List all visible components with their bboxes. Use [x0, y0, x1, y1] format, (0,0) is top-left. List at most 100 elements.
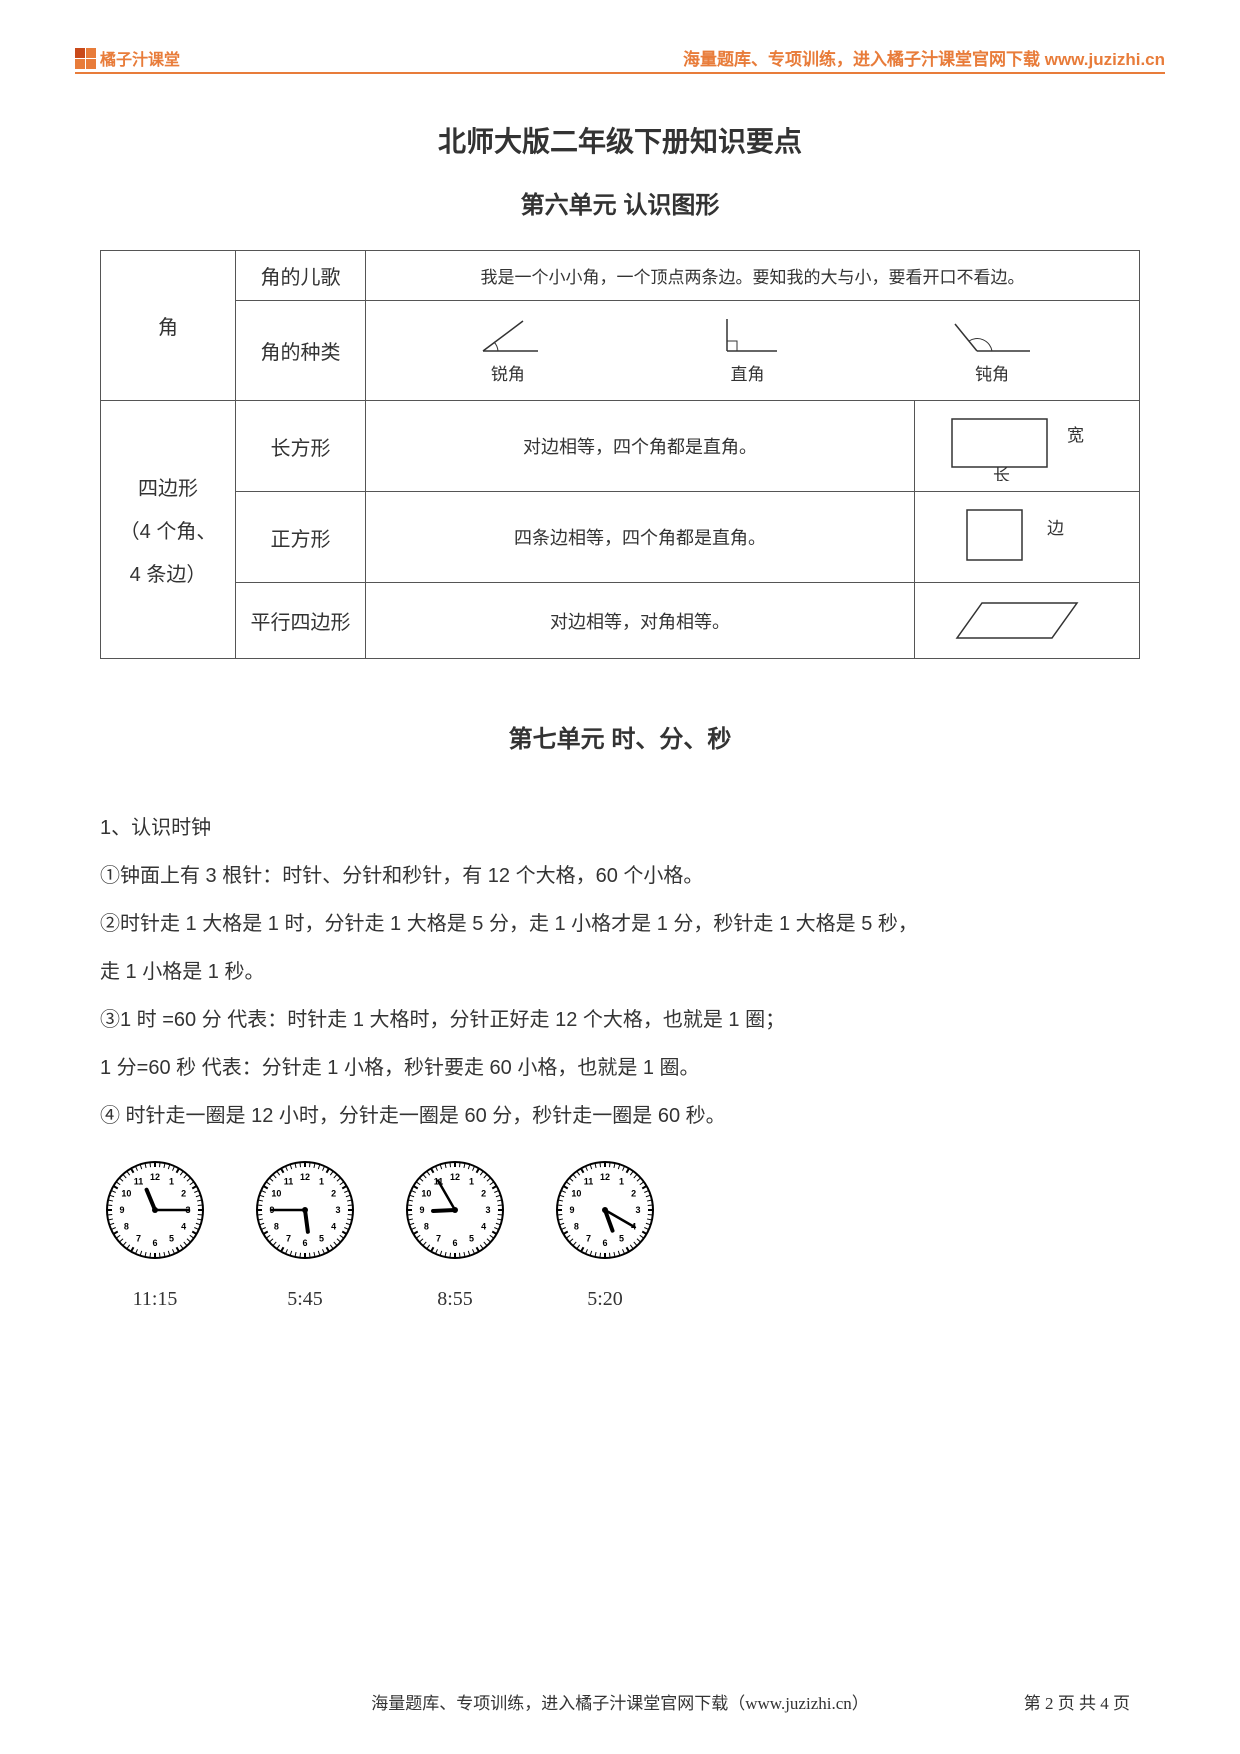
svg-text:11: 11 [584, 1176, 594, 1186]
svg-text:2: 2 [181, 1189, 186, 1199]
angle-song-text: 我是一个小小角，一个顶点两条边。要知我的大与小，要看开口不看边。 [366, 251, 1140, 301]
svg-text:8: 8 [124, 1222, 129, 1232]
logo-icon [75, 48, 96, 69]
svg-text:7: 7 [586, 1234, 591, 1244]
right-angle: 直角 [712, 316, 782, 385]
svg-text:9: 9 [119, 1205, 124, 1215]
svg-text:9: 9 [569, 1205, 574, 1215]
clocks-row: 123456789101112 11:15 123456789101112 5:… [105, 1160, 1140, 1311]
body-p4: 1 分=60 秒 代表：分针走 1 小格，秒针要走 60 小格，也就是 1 圈。 [100, 1044, 1140, 1092]
obtuse-label: 钝角 [975, 360, 1009, 385]
svg-text:6: 6 [302, 1238, 307, 1248]
clock-label-2: 8:55 [437, 1288, 473, 1311]
rect-label: 长方形 [236, 401, 366, 492]
square-icon: 边 [927, 502, 1097, 572]
clock-3: 123456789101112 5:20 [555, 1160, 655, 1311]
svg-text:6: 6 [152, 1238, 157, 1248]
footer-page: 第 2 页 共 4 页 [1024, 1689, 1130, 1714]
svg-text:2: 2 [331, 1189, 336, 1199]
square-desc: 四条边相等，四个角都是直角。 [366, 492, 915, 583]
footer-text: 海量题库、专项训练，进入橘子汁课堂官网下载（www.juzizhi.cn） [371, 1689, 869, 1714]
svg-text:8: 8 [424, 1222, 429, 1232]
svg-text:11: 11 [134, 1176, 144, 1186]
square-side-label: 边 [1047, 519, 1064, 538]
shapes-table: 角 角的儿歌 我是一个小小角，一个顶点两条边。要知我的大与小，要看开口不看边。 … [100, 250, 1140, 659]
rect-desc: 对边相等，四个角都是直角。 [366, 401, 915, 492]
right-label: 直角 [730, 360, 764, 385]
svg-text:3: 3 [335, 1205, 340, 1215]
svg-text:3: 3 [485, 1205, 490, 1215]
main-title: 北师大版二年级下册知识要点 [100, 120, 1140, 160]
clock-label-0: 11:15 [133, 1288, 178, 1311]
quad-h-l2: （4 个角、 [113, 515, 223, 544]
para-label: 平行四边形 [236, 583, 366, 659]
svg-text:8: 8 [274, 1222, 279, 1232]
clock-label-1: 5:45 [287, 1288, 323, 1311]
page-footer: 海量题库、专项训练，进入橘子汁课堂官网下载（www.juzizhi.cn） 第 … [100, 1689, 1140, 1714]
svg-text:4: 4 [481, 1222, 486, 1232]
acute-angle: 锐角 [473, 316, 543, 385]
rect-icon: 宽 长 [927, 411, 1097, 481]
para-desc: 对边相等，对角相等。 [366, 583, 915, 659]
body-p2b: 走 1 小格是 1 秒。 [100, 948, 1140, 996]
svg-text:12: 12 [600, 1172, 610, 1182]
svg-text:10: 10 [121, 1189, 131, 1199]
svg-text:4: 4 [331, 1222, 336, 1232]
angle-song-label: 角的儿歌 [236, 251, 366, 301]
svg-text:12: 12 [300, 1172, 310, 1182]
right-angle-icon [712, 316, 782, 356]
svg-text:5: 5 [469, 1234, 474, 1244]
body-p5: ④ 时针走一圈是 12 小时，分针走一圈是 60 分，秒针走一圈是 60 秒。 [100, 1092, 1140, 1140]
svg-text:4: 4 [181, 1222, 186, 1232]
square-diagram: 边 [915, 492, 1140, 583]
rect-length-label: 长 [993, 466, 1010, 481]
svg-text:11: 11 [284, 1176, 294, 1186]
body-p3: ③1 时 =60 分 代表：时针走 1 大格时，分针正好走 12 个大格，也就是… [100, 996, 1140, 1044]
para-diagram [915, 583, 1140, 659]
unit7-title: 第七单元 时、分、秒 [100, 719, 1140, 754]
body-p2: ②时针走 1 大格是 1 时，分针走 1 大格是 5 分，走 1 小格才是 1 … [100, 900, 1140, 948]
unit6-title: 第六单元 认识图形 [100, 185, 1140, 220]
svg-text:10: 10 [571, 1189, 581, 1199]
angle-types-label: 角的种类 [236, 301, 366, 401]
para-icon [927, 593, 1097, 648]
body-p1: ①钟面上有 3 根针：时针、分针和秒针，有 12 个大格，60 个小格。 [100, 852, 1140, 900]
page-header: 橘子汁课堂 海量题库、专项训练，进入橘子汁课堂官网下载 www.juzizhi.… [75, 45, 1165, 74]
clock-2: 123456789101112 8:55 [405, 1160, 505, 1311]
svg-text:12: 12 [150, 1172, 160, 1182]
svg-text:1: 1 [619, 1176, 624, 1186]
rect-diagram: 宽 长 [915, 401, 1140, 492]
header-tagline: 海量题库、专项训练，进入橘子汁课堂官网下载 www.juzizhi.cn [683, 45, 1165, 70]
body-h1: 1、认识时钟 [100, 804, 1140, 852]
clock-1: 123456789101112 5:45 [255, 1160, 355, 1311]
svg-text:1: 1 [469, 1176, 474, 1186]
quad-h-l3: 4 条边） [113, 558, 223, 587]
svg-text:7: 7 [436, 1234, 441, 1244]
svg-text:5: 5 [319, 1234, 324, 1244]
svg-text:7: 7 [136, 1234, 141, 1244]
svg-text:5: 5 [169, 1234, 174, 1244]
angle-header: 角 [101, 251, 236, 401]
svg-text:2: 2 [481, 1189, 486, 1199]
clock-0: 123456789101112 11:15 [105, 1160, 205, 1311]
svg-text:10: 10 [421, 1189, 431, 1199]
svg-text:5: 5 [619, 1234, 624, 1244]
acute-label: 锐角 [491, 360, 525, 385]
clock-label-3: 5:20 [587, 1288, 623, 1311]
angle-types-cell: 锐角 直角 [366, 301, 1140, 401]
square-label: 正方形 [236, 492, 366, 583]
svg-text:8: 8 [574, 1222, 579, 1232]
svg-text:6: 6 [452, 1238, 457, 1248]
svg-text:12: 12 [450, 1172, 460, 1182]
page-content: 北师大版二年级下册知识要点 第六单元 认识图形 角 角的儿歌 我是一个小小角，一… [100, 110, 1140, 1311]
svg-text:1: 1 [169, 1176, 174, 1186]
svg-text:3: 3 [635, 1205, 640, 1215]
svg-text:10: 10 [271, 1189, 281, 1199]
obtuse-angle: 钝角 [952, 316, 1032, 385]
quad-h-l1: 四边形 [113, 472, 223, 501]
logo: 橘子汁课堂 [75, 46, 180, 70]
svg-text:2: 2 [631, 1189, 636, 1199]
rect-width-label: 宽 [1067, 426, 1084, 445]
acute-angle-icon [473, 316, 543, 356]
body-text: 1、认识时钟 ①钟面上有 3 根针：时针、分针和秒针，有 12 个大格，60 个… [100, 804, 1140, 1140]
